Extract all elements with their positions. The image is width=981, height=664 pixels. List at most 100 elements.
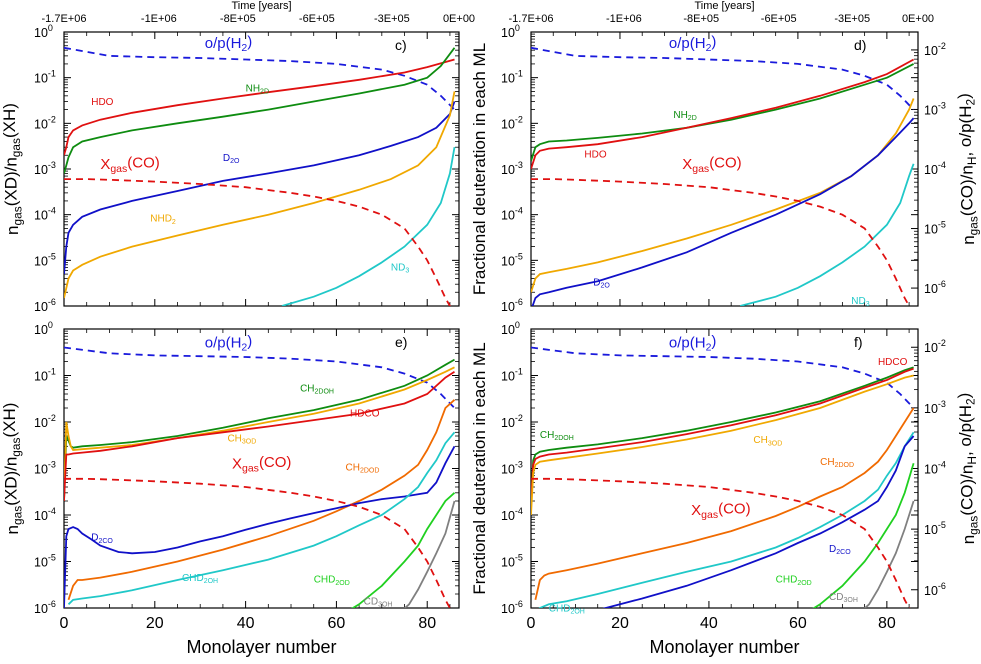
right-tick-label: 10-5	[924, 220, 946, 237]
y-tick-label: 100	[34, 23, 53, 40]
y-tick-label: 10-6	[34, 297, 56, 314]
y-tick-label: 10-2	[501, 413, 523, 430]
series-label-cd3oh: CD3OH​	[829, 592, 858, 604]
series-label-cd3oh: CD3OH​	[364, 596, 393, 608]
series-line-ch2dod	[67, 399, 456, 601]
panel-e: 10-6 10-5 10-4 10-3 10-2 10-1 100 0 20 40 60 80 Mono…	[0, 320, 460, 657]
x-tick-label: 20	[146, 615, 164, 632]
right-axis-title: ngas​(CO)/nH​, o/p(H2​)	[954, 93, 980, 245]
series-label-nd3: ND3​	[851, 296, 869, 308]
y-tick-label: 10-4	[34, 206, 56, 223]
y-tick-label: 10-4	[34, 506, 56, 523]
right-tick-label: 10-2	[924, 338, 946, 355]
x-tick-label: 40	[700, 615, 718, 632]
series-line-d2co	[602, 435, 915, 608]
top-tick-label: -3E+05	[374, 13, 410, 25]
x-tick-label: 20	[611, 615, 629, 632]
series-label-ch2dod: CH2DOD​	[820, 457, 854, 469]
series-label-o-p-h2-: o/p(H2​)	[669, 333, 717, 354]
series-label-chd2oh: CHD2OH​	[549, 603, 585, 615]
x-axis-title: Monolayer number	[649, 637, 799, 657]
y-tick-label: 10-2	[34, 413, 56, 430]
top-tick-label: -6E+05	[299, 13, 335, 25]
x-axis-title: Monolayer number	[186, 637, 336, 657]
series-label-ch2doh: CH2DOH​	[300, 384, 334, 396]
panel-tag: c)	[395, 37, 407, 53]
x-tick-label: 0	[60, 615, 69, 632]
x-tick-label: 80	[418, 615, 436, 632]
series-line-xgas-co-	[531, 178, 911, 306]
y-tick-label: 10-6	[34, 599, 56, 616]
y-tick-label: 10-1	[34, 367, 56, 384]
series-line-chd2oh	[67, 431, 456, 605]
y-tick-label: 10-5	[34, 553, 56, 570]
right-tick-label: 10-4	[924, 160, 946, 177]
series-line-ch2doh	[64, 358, 455, 502]
series-line-ch2doh	[531, 366, 914, 502]
series-label-d2co: D2CO​	[829, 544, 851, 556]
right-tick-label: 10-2	[924, 41, 946, 58]
series-line-xgas-co-	[531, 477, 911, 608]
series-line-hdo	[531, 58, 915, 170]
series-line-cd3oh	[403, 500, 456, 608]
series-label-ch3od: CH3OD​	[227, 434, 256, 446]
y-tick-label: 10-2	[34, 114, 56, 131]
series-label-nh2d: NH2D​	[246, 83, 269, 95]
left-axis-title: Fractional deuteration in each ML	[470, 43, 489, 295]
series-label-o-p-h2-: o/p(H2​)	[669, 33, 717, 54]
series-label-ch2dod: CH2DOD​	[345, 463, 379, 475]
y-tick-label: 10-6	[501, 599, 523, 616]
series-label-chd2od: CHD2OD​	[314, 575, 350, 587]
panel-tag: f)	[854, 334, 863, 350]
panel-f: 10-6 10-5 10-4 10-3 10-2 10-1 100 10-6 10-5 10-4 1…	[470, 320, 981, 657]
x-tick-label: 0	[527, 615, 536, 632]
y-tick-label: 10-3	[34, 160, 56, 177]
series-line-ch2dod	[534, 407, 915, 600]
y-tick-label: 100	[34, 320, 53, 337]
series-label-hdco: HDCO	[878, 357, 908, 368]
y-tick-label: 10-3	[501, 460, 523, 477]
series-label-o-p-h2-: o/p(H2​)	[205, 33, 253, 54]
series-line-nhd2	[64, 91, 456, 299]
series-label-ch3od: CH3OD​	[753, 435, 782, 447]
y-tick-label: 10-1	[501, 69, 523, 86]
series-line-nd3	[739, 163, 915, 306]
series-line-hdco	[64, 371, 455, 502]
y-tick-label: 10-3	[501, 160, 523, 177]
series-label-hdco: HDCO	[350, 409, 380, 420]
series-line-nh2d	[64, 47, 456, 174]
right-tick-label: 10-6	[924, 279, 946, 296]
x-tick-label: 80	[878, 615, 896, 632]
top-tick-label: -8E+05	[683, 13, 719, 25]
x-tick-label: 60	[789, 615, 807, 632]
y-tick-label: 10-4	[501, 506, 523, 523]
top-tick-label: -6E+05	[761, 13, 797, 25]
top-tick-label: -8E+05	[220, 13, 256, 25]
y-tick-label: 100	[501, 320, 520, 337]
series-line-o-p-h2-	[64, 346, 456, 409]
series-line-chd2od	[812, 462, 915, 608]
series-label-xgas-co-: Xgas​(CO)	[682, 155, 741, 176]
panel-tag: d)	[854, 37, 866, 53]
y-tick-label: 10-4	[501, 206, 523, 223]
y-tick-label: 10-5	[501, 553, 523, 570]
panel-c: 10-6 10-5 10-4 10-3 10-2 10-1 100-1.7E+06 -1E+0…	[0, 0, 475, 314]
left-axis-title: ngas​(XD)/ngas​(XH)	[0, 103, 25, 235]
right-tick-label: 10-3	[924, 399, 946, 416]
series-line-xgas-co-	[64, 477, 452, 608]
series-label-chd2oh: CHD2OH​	[182, 573, 218, 585]
series-line-nd3	[281, 147, 456, 306]
series-label-xgas-co-: Xgas​(CO)	[691, 501, 750, 522]
right-axis-title: ngas​(CO)/nH​, o/p(H2​)	[954, 393, 980, 545]
series-line-hdco	[531, 367, 914, 502]
y-tick-label: 10-2	[501, 114, 523, 131]
series-line-nh2d	[531, 63, 915, 162]
series-label-d2co: D2CO​	[91, 533, 113, 545]
y-tick-label: 10-5	[501, 251, 523, 268]
series-line-cd3oh	[863, 500, 915, 608]
right-tick-label: 10-5	[924, 520, 946, 537]
top-tick-label: -1E+06	[606, 13, 642, 25]
y-tick-label: 10-3	[34, 460, 56, 477]
series-label-nd3: ND3​	[391, 262, 409, 274]
